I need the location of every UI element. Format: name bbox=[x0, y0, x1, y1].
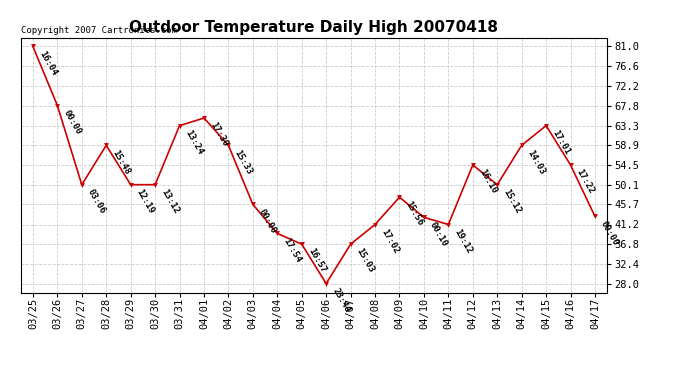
Text: 00:00: 00:00 bbox=[257, 207, 278, 235]
Text: 16:04: 16:04 bbox=[37, 49, 59, 77]
Text: 15:48: 15:48 bbox=[110, 148, 132, 176]
Text: 12:19: 12:19 bbox=[135, 188, 156, 215]
Text: 15:03: 15:03 bbox=[355, 247, 376, 275]
Text: Copyright 2007 Cartronics.com: Copyright 2007 Cartronics.com bbox=[21, 26, 177, 35]
Text: 00:10: 00:10 bbox=[428, 220, 449, 248]
Text: 23:44: 23:44 bbox=[331, 286, 352, 314]
Title: Outdoor Temperature Daily High 20070418: Outdoor Temperature Daily High 20070418 bbox=[130, 20, 498, 35]
Text: 16:10: 16:10 bbox=[477, 168, 498, 195]
Text: 15:56: 15:56 bbox=[404, 200, 425, 228]
Text: 19:12: 19:12 bbox=[453, 227, 474, 255]
Text: 17:30: 17:30 bbox=[208, 121, 229, 148]
Text: 00:00: 00:00 bbox=[61, 108, 83, 136]
Text: 17:02: 17:02 bbox=[380, 227, 400, 255]
Text: 14:03: 14:03 bbox=[526, 148, 547, 176]
Text: 17:54: 17:54 bbox=[282, 236, 303, 264]
Text: 15:12: 15:12 bbox=[502, 188, 522, 215]
Text: 15:33: 15:33 bbox=[233, 148, 254, 176]
Text: 17:22: 17:22 bbox=[575, 168, 596, 195]
Text: 13:24: 13:24 bbox=[184, 128, 205, 156]
Text: 00:00: 00:00 bbox=[599, 219, 620, 247]
Text: 03:06: 03:06 bbox=[86, 188, 107, 215]
Text: 17:01: 17:01 bbox=[550, 128, 571, 156]
Text: 16:57: 16:57 bbox=[306, 247, 327, 275]
Text: 13:12: 13:12 bbox=[159, 188, 181, 215]
